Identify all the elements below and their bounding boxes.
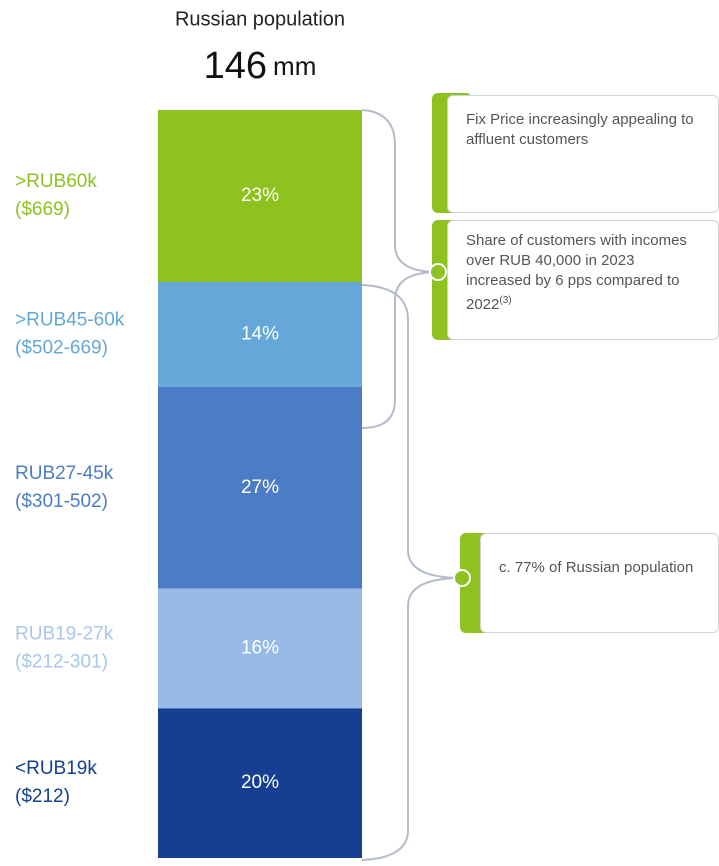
chart-title: Russian population (175, 8, 345, 30)
category-label: RUB19-27k (15, 624, 114, 645)
bar-segment (158, 282, 362, 387)
note: Share of customers with incomes over RUB… (447, 220, 719, 340)
category-label: >RUB45-60k (15, 309, 125, 330)
bar-segment (158, 708, 362, 858)
note-text: c. 77% of Russian population (499, 559, 694, 576)
value-label: 27% (241, 477, 279, 498)
category-sublabel: ($212) (15, 786, 70, 807)
category-sublabel: ($212-301) (15, 652, 108, 673)
category-sublabel: ($669) (15, 199, 70, 220)
bar-segment (158, 110, 362, 283)
bracket (361, 109, 439, 429)
total: 146 mm (204, 45, 317, 87)
value-label: 20% (241, 772, 279, 793)
total-unit: mm (273, 51, 316, 81)
note: c. 77% of Russian population (480, 533, 719, 633)
total-value: 146 (204, 45, 267, 87)
value-label: 16% (241, 638, 279, 659)
category-label: >RUB60k (15, 171, 97, 192)
category-sublabel: ($301-502) (15, 491, 108, 512)
bar-segment (158, 588, 362, 709)
category-label: <RUB19k (15, 758, 97, 779)
value-label: 14% (241, 323, 279, 344)
value-label: 23% (241, 185, 279, 206)
note-text: Share of customers with incomes over RUB… (466, 232, 687, 313)
bar-segment (158, 386, 362, 589)
bracket (361, 284, 463, 861)
note: Fix Price increasingly appealing to affl… (447, 95, 719, 213)
note-superscript: (3) (499, 295, 512, 306)
note-text: Fix Price increasingly appealing to affl… (466, 111, 694, 148)
category-sublabel: ($502-669) (15, 337, 108, 358)
category-label: RUB27-45k (15, 463, 114, 484)
